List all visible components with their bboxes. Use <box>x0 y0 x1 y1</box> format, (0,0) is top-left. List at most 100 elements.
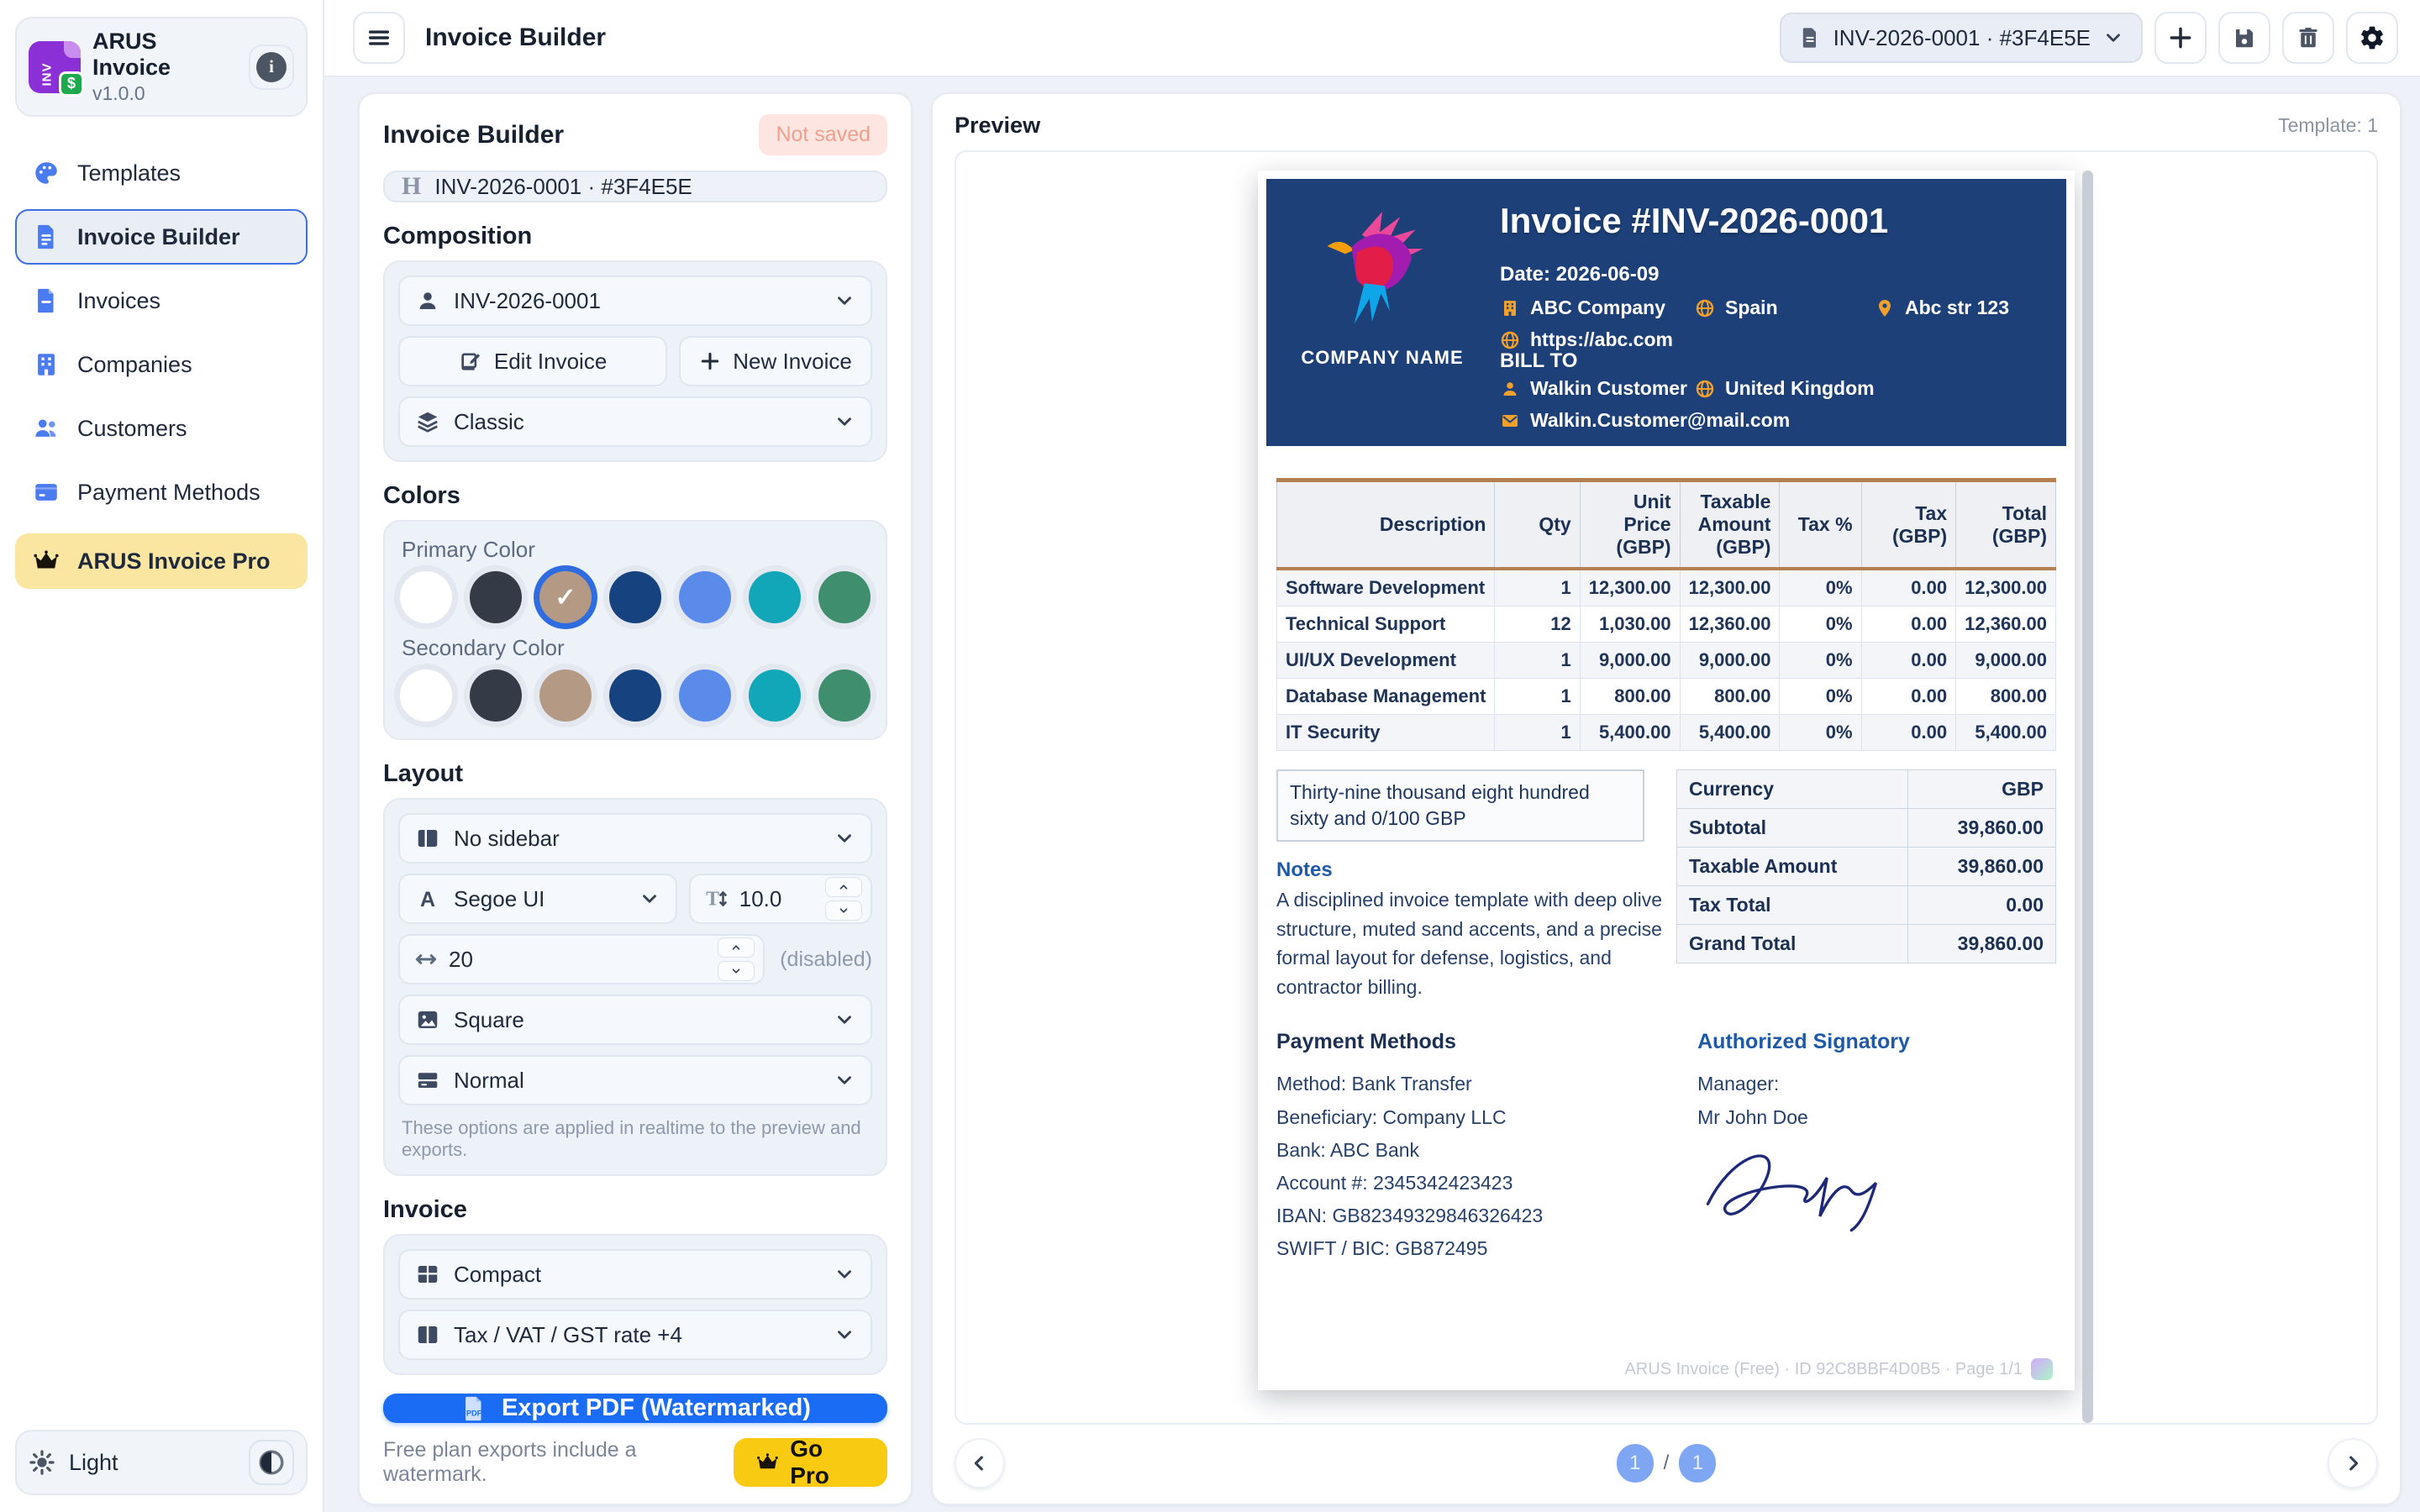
spacing-stepper[interactable]: 20 <box>398 934 765 984</box>
total-page-pill[interactable]: 1 <box>1679 1444 1717 1483</box>
table-style-select[interactable]: Compact <box>398 1249 872 1299</box>
invoice-select[interactable]: INV-2026-0001 · #3F4E5E <box>1779 13 2143 63</box>
template-select[interactable]: Classic <box>398 396 872 447</box>
payment-methods-lines: Method: Bank Transfer Beneficiary: Compan… <box>1276 1068 1697 1265</box>
totals-row: Taxable Amount 39,860.00 <box>1676 847 2056 887</box>
color-swatch[interactable] <box>400 669 452 722</box>
sidebar: INV$ ARUS Invoice v1.0.0 Templates Invoi… <box>0 0 324 1512</box>
current-page-pill[interactable]: 1 <box>1616 1444 1654 1483</box>
logo-shape-select[interactable]: Square <box>398 995 872 1045</box>
secondary-color-row <box>398 669 872 722</box>
color-swatch[interactable] <box>470 669 522 722</box>
sidebar-layout-select[interactable]: No sidebar <box>398 813 872 864</box>
customer-country-item: United Kingdom <box>1695 377 1875 400</box>
column-header: Taxable Amount (GBP) <box>1679 478 1781 571</box>
settings-button[interactable] <box>2346 12 2398 64</box>
globe-icon <box>1501 331 1519 349</box>
invoice-name-input[interactable]: INV-2026-0001 · #3F4E5E <box>383 171 887 202</box>
amount-in-words: Thirty-nine thousand eight hundred sixty… <box>1276 769 1644 843</box>
go-pro-button[interactable]: Go Pro <box>734 1436 887 1488</box>
sidebar-item-invoice-builder[interactable]: Invoice Builder <box>15 209 308 265</box>
density-select[interactable]: Normal <box>398 1055 872 1105</box>
color-swatch[interactable] <box>470 571 522 623</box>
chevron-down-icon <box>732 969 740 974</box>
envelope-icon <box>1502 414 1518 427</box>
app-logo-icon: INV $ <box>29 40 84 97</box>
info-button[interactable] <box>249 44 294 90</box>
company-logo <box>1327 212 1423 324</box>
sidebar-nav: Templates Invoice Builder Invoices Compa… <box>15 145 308 589</box>
sidebar-item-payment-methods[interactable]: Payment Methods <box>15 465 308 520</box>
builder-panel: Invoice Builder Not saved INV-2026-0001 … <box>358 92 913 1505</box>
save-button[interactable] <box>2218 12 2270 64</box>
prev-page-button[interactable] <box>955 1438 1005 1488</box>
sidebar-item-label: Customers <box>77 415 187 441</box>
preview-panel: Preview Template: 1 <box>931 92 2402 1505</box>
color-swatch[interactable] <box>749 571 801 623</box>
next-page-button[interactable] <box>2327 1438 2378 1488</box>
chevron-down-icon <box>838 834 851 843</box>
columns-preset-select[interactable]: Tax / VAT / GST rate +4 <box>398 1310 872 1360</box>
notes-text: A disciplined invoice template with deep… <box>1276 889 1662 998</box>
sidebar-item-invoices[interactable]: Invoices <box>15 273 308 328</box>
theme-toggle-button[interactable] <box>249 1440 294 1485</box>
color-swatch[interactable] <box>679 669 731 722</box>
invoice-title: Invoice #INV-2026-0001 <box>1500 201 1889 240</box>
edit-invoice-button[interactable]: Edit Invoice <box>398 336 668 386</box>
rows-icon <box>418 1073 438 1088</box>
color-swatch[interactable] <box>749 669 801 722</box>
svg-text:A: A <box>420 888 435 911</box>
color-swatch[interactable] <box>679 571 731 623</box>
preview-scrollbar[interactable] <box>2082 171 2093 1423</box>
totals-row: Grand Total 39,860.00 <box>1676 924 2056 964</box>
layers-icon <box>418 412 438 433</box>
composition-invoice-select[interactable]: INV-2026-0001 <box>398 276 872 326</box>
table-row: Software Development 1 12,300.00 12,300.00 0… <box>1276 568 2056 607</box>
color-swatch[interactable] <box>609 571 661 623</box>
sidebar-item-label: ARUS Invoice Pro <box>77 548 271 574</box>
color-swatch[interactable] <box>818 571 871 623</box>
column-header: Unit Price (GBP) <box>1579 478 1681 571</box>
gear-icon <box>2361 26 2383 50</box>
font-size-stepper[interactable]: T 10.0 <box>688 874 872 924</box>
new-invoice-button-inline[interactable]: New Invoice <box>679 336 872 386</box>
color-swatch[interactable] <box>818 669 871 722</box>
menu-button[interactable] <box>353 12 405 64</box>
font-select[interactable]: A Segoe UI <box>398 874 677 924</box>
font-size-up-button[interactable] <box>825 877 862 897</box>
signatory-lines: Manager: Mr John Doe <box>1697 1068 2056 1133</box>
spacing-value: 20 <box>449 946 473 972</box>
chevron-right-icon <box>2349 1456 2359 1471</box>
sidebar-item-templates[interactable]: Templates <box>15 145 308 201</box>
color-swatch[interactable] <box>539 669 592 722</box>
export-pdf-button[interactable]: PDF Export PDF (Watermarked) <box>383 1394 887 1423</box>
payment-line: Account #: 2345342423423 <box>1276 1171 1513 1194</box>
status-badge: Not saved <box>759 114 887 155</box>
column-header: Tax % <box>1779 478 1862 571</box>
font-size-down-button[interactable] <box>825 900 862 921</box>
watermark-logo-icon <box>2031 1358 2053 1380</box>
payment-line: Beneficiary: Company LLC <box>1276 1105 1507 1128</box>
svg-text:PDF: PDF <box>466 1409 482 1417</box>
palette-icon <box>35 162 57 184</box>
document-icon <box>38 224 54 249</box>
app-version: v1.0.0 <box>92 82 145 104</box>
sidebar-item-companies[interactable]: Companies <box>15 337 308 392</box>
table-row: Technical Support 12 1,030.00 12,360.00 0% 0.… <box>1276 606 2056 643</box>
primary-color-label: Primary Color <box>402 537 535 562</box>
totals-table: Currency GBP Subtotal 39,860.00 Taxable Amou… <box>1676 769 2056 964</box>
new-invoice-button[interactable] <box>2154 12 2207 64</box>
trash-icon <box>2299 28 2317 48</box>
spacing-up-button[interactable] <box>718 937 755 958</box>
payment-line: Method: Bank Transfer <box>1276 1073 1472 1095</box>
sidebar-item-pro[interactable]: ARUS Invoice Pro <box>15 533 308 589</box>
totals-row: Tax Total 0.00 <box>1676 885 2056 926</box>
color-swatch[interactable] <box>609 669 661 722</box>
color-swatch[interactable] <box>539 571 592 623</box>
delete-button[interactable] <box>2282 12 2334 64</box>
spacing-down-button[interactable] <box>718 961 755 981</box>
color-swatch[interactable] <box>400 571 452 623</box>
colors-card: Primary Color Secondary Color <box>383 520 887 740</box>
sidebar-item-customers[interactable]: Customers <box>15 401 308 456</box>
customer-email-item: Walkin.Customer@mail.com <box>1500 409 1790 432</box>
